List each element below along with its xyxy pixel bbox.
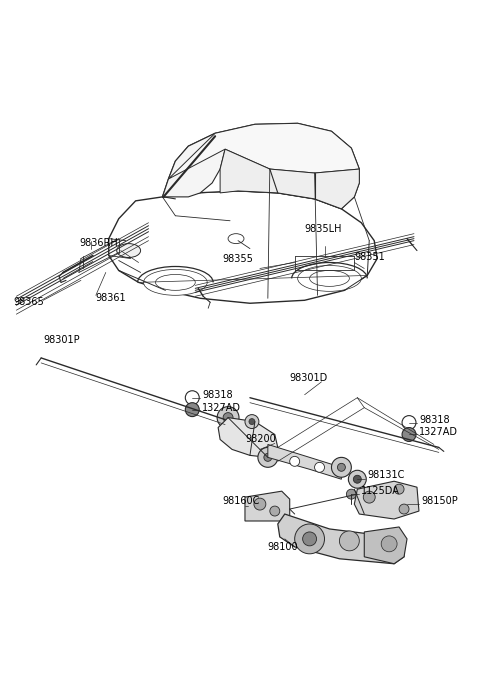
Text: 98361: 98361 bbox=[96, 293, 126, 303]
Polygon shape bbox=[168, 123, 360, 179]
Circle shape bbox=[402, 415, 416, 429]
Circle shape bbox=[295, 524, 324, 554]
Circle shape bbox=[245, 415, 259, 429]
Text: 1125DA: 1125DA bbox=[361, 487, 400, 496]
Text: 98200: 98200 bbox=[245, 434, 276, 445]
Circle shape bbox=[339, 531, 360, 551]
Ellipse shape bbox=[228, 233, 244, 244]
Text: 98301D: 98301D bbox=[290, 373, 328, 383]
Circle shape bbox=[402, 427, 416, 441]
Polygon shape bbox=[220, 149, 360, 209]
Text: 9836RH: 9836RH bbox=[79, 238, 118, 247]
Ellipse shape bbox=[144, 270, 207, 296]
Text: 98131C: 98131C bbox=[367, 470, 405, 480]
Text: 98355: 98355 bbox=[222, 254, 253, 263]
Circle shape bbox=[254, 498, 266, 510]
Circle shape bbox=[249, 419, 255, 424]
Circle shape bbox=[264, 453, 272, 461]
Polygon shape bbox=[162, 133, 225, 197]
Circle shape bbox=[217, 406, 239, 429]
Circle shape bbox=[337, 464, 346, 471]
Polygon shape bbox=[162, 123, 360, 209]
Circle shape bbox=[353, 475, 361, 483]
Text: 98150P: 98150P bbox=[421, 496, 458, 506]
Circle shape bbox=[290, 457, 300, 466]
Circle shape bbox=[223, 413, 233, 422]
Text: 9835LH: 9835LH bbox=[305, 224, 342, 233]
Circle shape bbox=[381, 536, 397, 552]
Circle shape bbox=[394, 484, 404, 494]
Ellipse shape bbox=[310, 270, 349, 286]
Circle shape bbox=[302, 532, 316, 546]
Circle shape bbox=[314, 462, 324, 473]
Polygon shape bbox=[354, 481, 419, 519]
Text: 98365: 98365 bbox=[13, 297, 44, 307]
Circle shape bbox=[270, 506, 280, 516]
Circle shape bbox=[332, 457, 351, 477]
Text: 1327AD: 1327AD bbox=[419, 427, 458, 436]
Text: 98301P: 98301P bbox=[43, 335, 80, 345]
Circle shape bbox=[185, 403, 199, 417]
Circle shape bbox=[363, 491, 375, 503]
Polygon shape bbox=[278, 514, 404, 564]
Ellipse shape bbox=[156, 275, 195, 291]
Text: 98318: 98318 bbox=[202, 390, 233, 400]
Ellipse shape bbox=[117, 244, 141, 257]
Circle shape bbox=[185, 391, 199, 405]
Text: 98318: 98318 bbox=[419, 415, 450, 424]
Circle shape bbox=[347, 489, 356, 499]
Polygon shape bbox=[109, 191, 377, 303]
Circle shape bbox=[348, 470, 366, 488]
Text: 98351: 98351 bbox=[354, 252, 385, 261]
Polygon shape bbox=[245, 491, 290, 521]
Text: 1327AD: 1327AD bbox=[202, 403, 241, 413]
Polygon shape bbox=[218, 418, 278, 457]
Polygon shape bbox=[364, 527, 407, 564]
Text: 98160C: 98160C bbox=[222, 496, 260, 506]
Polygon shape bbox=[268, 445, 341, 480]
Circle shape bbox=[399, 504, 409, 514]
Ellipse shape bbox=[298, 266, 361, 291]
Circle shape bbox=[258, 447, 278, 467]
Text: 98100: 98100 bbox=[268, 542, 299, 552]
